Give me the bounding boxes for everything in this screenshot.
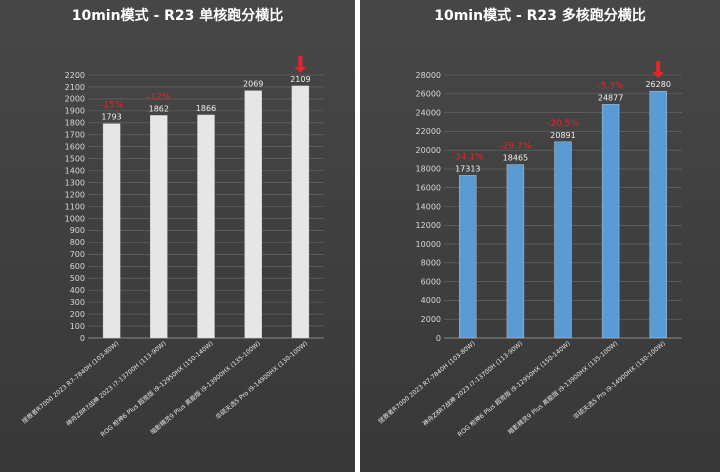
y-tick-label: 20000 [416,146,441,155]
bar [601,104,620,339]
bar-value-label: 26280 [645,80,670,89]
bar-value-label: 1862 [149,104,169,113]
bar [197,114,215,339]
percent-gap-label: -5.3% [598,81,625,91]
x-category-label: 暗影精灵9 Plus 高能版 i9-13900HX (135-100W) [506,339,619,436]
bar-value-label: 2109 [290,75,310,84]
y-tick-label: 1500 [65,154,85,163]
y-tick-label: 14000 [416,202,441,211]
y-tick-label: 4000 [421,296,441,305]
percent-gap-label: -29.7% [499,142,531,152]
y-tick-label: 28000 [416,71,441,80]
x-category-label: 神舟Z8R7战神 2023 i7-13700H (113-90W) [421,339,524,427]
y-tick-label: 24000 [416,108,441,117]
y-tick-label: 8000 [421,259,441,268]
x-category-label: 华硕天选5 Pro i9-14900HX (130-100W) [214,339,309,421]
y-tick-label: 1700 [65,131,85,140]
y-tick-label: 10000 [416,240,441,249]
multi-core-chart: 10min模式 - R23 多核跑分横比 0 2000 4000 6000 8000 100… [376,7,682,438]
y-tick-label: 26000 [416,90,441,99]
bar [506,164,525,339]
bar-value-label: 17313 [455,164,480,173]
bar-value-label: 20891 [550,131,575,140]
arrow-down-icon [652,61,665,79]
bar-value-label: 1793 [101,113,121,122]
y-tick-label: 0 [436,334,441,343]
y-tick-label: 400 [70,286,85,295]
y-tick-label: 1300 [65,178,85,187]
x-category-label: 神舟Z8R7战神 2023 i7-13700H (113-90W) [64,339,167,427]
percent-gap-label: -20.5% [547,119,579,129]
single-core-chart: 10min模式 - R23 单核跑分横比 0 100 200 300 400 500 600 7… [20,7,324,438]
y-tick-label: 200 [70,310,85,319]
x-category-label: 暗影精灵9 Plus 高能版 i9-13900HX (135-100W) [149,339,262,436]
y-tick-label: 6000 [421,277,441,286]
y-tick-label: 1400 [65,166,85,175]
bar-value-label: 2069 [243,80,263,89]
y-tick-label: 300 [70,298,85,307]
multi-core-panel: 10min模式 - R23 多核跑分横比 0 2000 4000 6000 8000 100… [360,0,720,472]
x-category-label: ROG 枪神6 Plus 超竞版 i9-12950HX (150-140W) [456,339,572,438]
percent-gap-label: -34.1% [452,152,484,162]
chart-title: 10min模式 - R23 单核跑分横比 [72,7,284,24]
y-tick-label: 1600 [65,143,85,152]
bar-value-label: 18465 [503,154,528,163]
bar [150,115,168,339]
panel-divider [355,0,360,472]
percent-gap-label: -12% [147,92,171,102]
single-core-panel: 10min模式 - R23 单核跑分横比 0 100 200 300 400 500 600 7… [0,0,355,472]
y-tick-label: 2100 [65,83,85,92]
bar [244,90,262,339]
y-tick-label: 0 [80,334,85,343]
bar [291,85,310,339]
bar [459,175,477,339]
y-tick-label: 2000 [421,315,441,324]
bar [554,141,572,339]
y-tick-label: 18000 [416,165,441,174]
y-tick-label: 22000 [416,127,441,136]
bar [649,90,667,339]
y-tick-label: 1900 [65,107,85,116]
x-category-label: 华硕天选5 Pro i9-14900HX (130-100W) [572,339,667,421]
arrow-down-icon [294,55,307,73]
x-category-label: 拯救者R7000 2023 R7-7840H (103-80W) [376,339,476,425]
bar-value-label: 1866 [196,104,216,113]
y-tick-label: 100 [70,322,85,331]
y-tick-label: 1200 [65,190,85,199]
y-tick-label: 800 [70,238,85,247]
y-tick-label: 16000 [416,184,441,193]
y-tick-label: 600 [70,262,85,271]
percent-gap-label: -15% [100,101,124,111]
x-category-label: 拯救者R7000 2023 R7-7840H (103-80W) [20,339,120,425]
y-tick-label: 2200 [65,71,85,80]
y-tick-label: 500 [70,274,85,283]
y-tick-label: 2000 [65,95,85,104]
y-tick-label: 1800 [65,119,85,128]
chart-title: 10min模式 - R23 多核跑分横比 [434,7,646,24]
bar-value-label: 24877 [598,93,623,102]
y-tick-label: 900 [70,226,85,235]
y-tick-label: 1000 [65,214,85,223]
bar [102,123,121,339]
y-tick-label: 700 [70,250,85,259]
y-tick-label: 1100 [65,202,85,211]
y-tick-label: 12000 [416,221,441,230]
